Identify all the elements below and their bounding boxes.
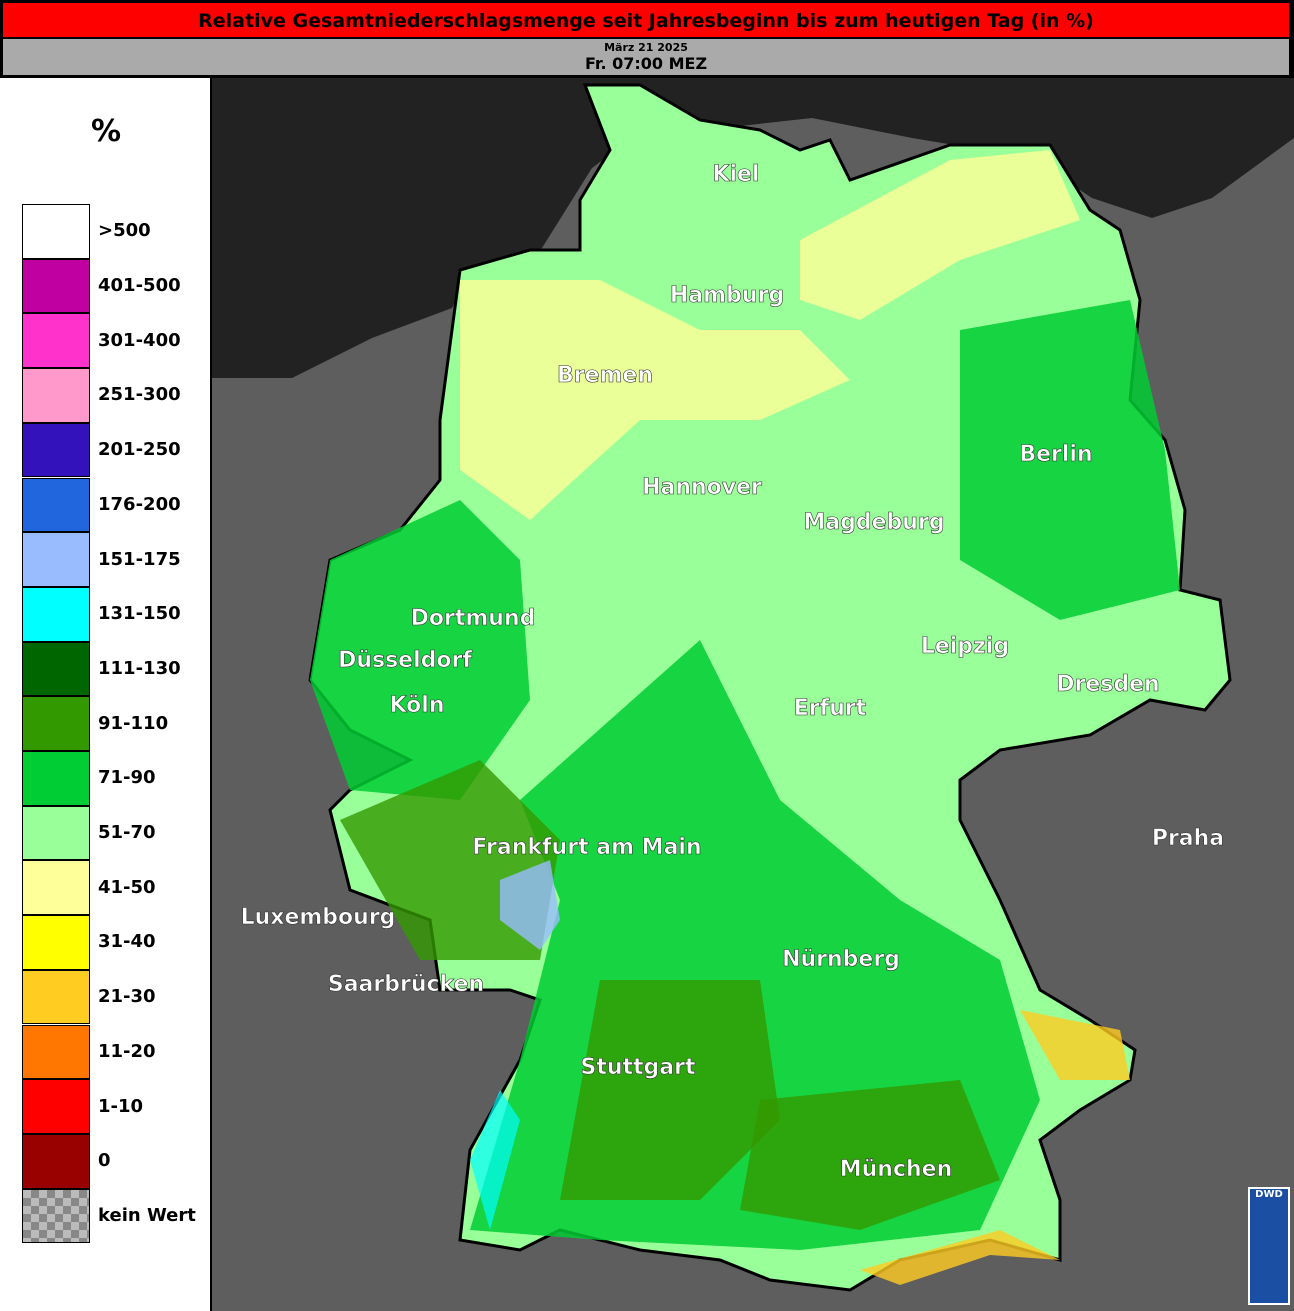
legend-swatch — [22, 860, 90, 916]
legend-swatch — [22, 204, 90, 259]
legend-swatch — [22, 696, 90, 751]
germany — [308, 83, 1232, 1292]
city-label: Nürnberg — [782, 947, 900, 972]
legend-label: 131-150 — [98, 603, 181, 625]
legend-swatch — [22, 915, 90, 970]
city-label: Frankfurt am Main — [472, 835, 701, 860]
legend-swatch — [22, 1188, 90, 1244]
city-label: Hannover — [642, 475, 762, 500]
legend-label: 301-400 — [98, 329, 181, 351]
legend-label: 21-30 — [98, 986, 156, 1008]
legend-label: 1-10 — [98, 1095, 144, 1117]
legend-label: 401-500 — [98, 275, 181, 297]
legend-swatch — [22, 313, 90, 369]
legend-swatch — [22, 641, 90, 697]
city-label: Magdeburg — [803, 510, 944, 535]
time: Fr. 07:00 MEZ — [584, 54, 708, 73]
legend-swatch — [22, 477, 90, 533]
legend-label: 51-70 — [98, 822, 156, 844]
city-label: Bremen — [557, 363, 653, 388]
city-label: Dortmund — [411, 606, 536, 631]
legend: % >500 401-500 301-400 251-300 201-250 176-20… — [0, 78, 212, 1311]
city-label: Erfurt — [794, 696, 867, 721]
legend-label: 91-110 — [98, 712, 169, 734]
city-label: Praha — [1152, 826, 1224, 851]
legend-swatch — [22, 532, 90, 587]
legend-swatch — [22, 1024, 90, 1080]
legend-label: 111-130 — [98, 657, 181, 679]
legend-label: kein Wert — [98, 1204, 196, 1226]
legend-label: 151-175 — [98, 548, 181, 570]
subheader: März 21 2025 Fr. 07:00 MEZ — [2, 38, 1290, 76]
city-label: Luxembourg — [241, 905, 396, 930]
legend-label: 31-40 — [98, 931, 156, 953]
legend-label: 176-200 — [98, 493, 181, 515]
legend-swatch — [22, 751, 90, 806]
title: Relative Gesamtniederschlagsmenge seit J… — [2, 2, 1290, 38]
legend-label: 71-90 — [98, 767, 156, 789]
city-label: Düsseldorf — [338, 648, 472, 673]
city-label: Dresden — [1056, 672, 1159, 697]
legend-label: 41-50 — [98, 876, 156, 898]
legend-swatch — [22, 368, 90, 423]
legend-label: 11-20 — [98, 1040, 156, 1062]
city-label: Hamburg — [670, 283, 784, 308]
legend-label: 201-250 — [98, 439, 181, 461]
legend-swatch — [22, 1079, 90, 1134]
logo: DWD — [1248, 1187, 1290, 1305]
map: Kiel Hamburg Bremen Hannover Berlin Magdeburg… — [212, 78, 1294, 1311]
city-label: Köln — [390, 693, 445, 718]
city-label: Leipzig — [921, 634, 1009, 659]
date: März 21 2025 — [604, 41, 688, 54]
legend-swatch — [22, 586, 90, 642]
city-label: Saarbrücken — [328, 972, 484, 997]
city-label: Stuttgart — [580, 1055, 696, 1080]
legend-swatch — [22, 1133, 90, 1189]
legend-swatch — [22, 422, 90, 478]
legend-swatch — [22, 805, 90, 861]
legend-swatch — [22, 969, 90, 1025]
legend-unit: % — [90, 114, 122, 149]
city-label: Berlin — [1019, 442, 1092, 467]
legend-label: 251-300 — [98, 384, 181, 406]
city-label: München — [840, 1157, 953, 1182]
legend-label: >500 — [98, 220, 151, 242]
legend-label: 0 — [98, 1150, 111, 1172]
legend-swatch — [22, 258, 90, 314]
city-label: Kiel — [712, 162, 759, 187]
